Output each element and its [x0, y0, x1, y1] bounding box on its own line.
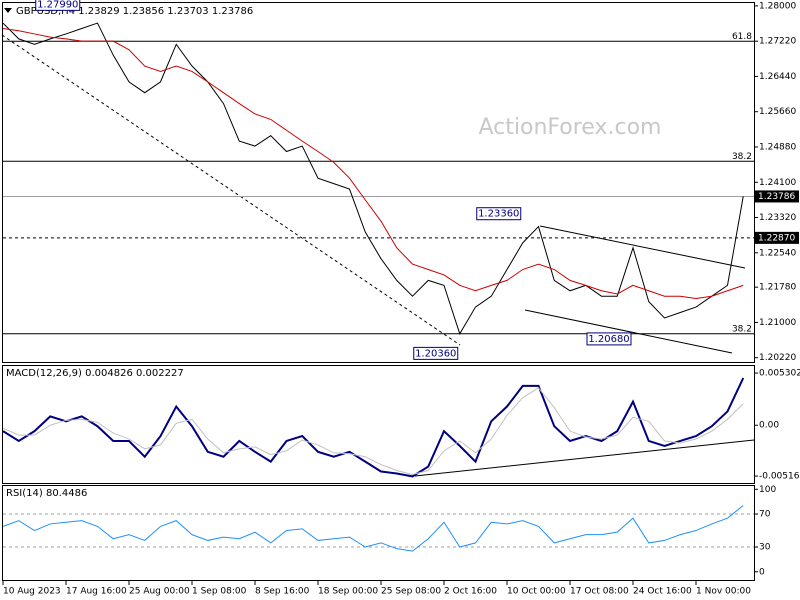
channel-line	[524, 309, 733, 354]
x-tick-label: 10 Aug 2023	[3, 587, 61, 597]
rsi-panel	[2, 485, 755, 581]
series-line	[2, 22, 744, 335]
y-tick-label: 0.00	[759, 421, 779, 431]
x-tick-label: 24 Oct 16:00	[633, 587, 692, 597]
rsi-title: RSI(14) 80.4486	[6, 488, 87, 499]
annotation-label: 1.20360	[415, 348, 456, 359]
price-box-label: 1.23786	[758, 192, 795, 202]
menu-arrow	[4, 8, 12, 13]
level-label: 38.2	[732, 152, 752, 162]
price-box	[755, 231, 799, 244]
x-tick-label: 25 Sep 08:00	[381, 587, 441, 597]
x-tick-label: 17 Oct 08:00	[570, 587, 629, 597]
macd-title: MACD(12,26,9) 0.004826 0.002227	[6, 368, 184, 379]
y-tick-label: 70	[759, 510, 771, 520]
x-tick-label: 17 Aug 16:00	[66, 587, 127, 597]
y-tick-label: 1.24880	[759, 142, 796, 152]
price-box-label: 1.22870	[758, 233, 795, 243]
annotation-label: 1.23360	[478, 209, 519, 220]
x-tick-label: 2 Oct 16:00	[444, 587, 497, 597]
price-title: GBPUSD,H4 1.23829 1.23856 1.23703 1.2378…	[16, 6, 253, 17]
series-line	[2, 28, 744, 299]
annotation-box	[586, 332, 632, 346]
x-tick-label: 8 Sep 16:00	[255, 587, 310, 597]
series-line	[2, 377, 745, 478]
series-line	[2, 505, 744, 552]
annotation-label: 1.27990	[37, 0, 78, 10]
trend-line	[1, 34, 461, 346]
y-tick-label: 30	[759, 543, 771, 553]
macd-trend-line	[414, 439, 755, 477]
y-tick-label: 0.005302	[759, 369, 800, 379]
annotation-box	[476, 207, 522, 221]
annotation-box	[35, 0, 81, 11]
y-tick-label: 1.21000	[759, 318, 796, 328]
price-panel	[2, 2, 755, 363]
x-tick-label: 25 Aug 00:00	[129, 587, 190, 597]
x-tick-label: 18 Sep 00:00	[318, 587, 378, 597]
y-tick-label: 1.21780	[759, 283, 796, 293]
y-tick-label: 1.27220	[759, 37, 796, 47]
level-label: 61.8	[732, 32, 752, 42]
x-tick-label: 1 Nov 00:00	[696, 587, 751, 597]
annotation-label: 1.20680	[588, 334, 629, 345]
y-tick-label: 1.23320	[759, 213, 796, 223]
y-tick-label: 1.20220	[759, 353, 796, 363]
channel-line	[539, 225, 746, 269]
y-tick-label: 0	[759, 567, 765, 577]
series-line	[2, 387, 744, 475]
y-tick-label: 1.25660	[759, 107, 796, 117]
price-box	[755, 190, 799, 203]
level-label: 38.2	[732, 324, 752, 334]
y-tick-label: 100	[759, 485, 776, 495]
y-tick-label: 1.28000	[759, 1, 796, 11]
watermark: ActionForex.com	[479, 115, 662, 140]
annotation-box	[413, 346, 459, 360]
x-tick-label: 1 Sep 08:00	[192, 587, 247, 597]
macd-panel	[2, 365, 755, 484]
x-tick-label: 10 Oct 00:00	[507, 587, 566, 597]
y-tick-label: 1.24100	[759, 178, 796, 188]
y-tick-label: 1.22540	[759, 248, 796, 258]
y-tick-label: 1.26440	[759, 72, 796, 82]
y-tick-label: -0.005165	[759, 472, 800, 482]
